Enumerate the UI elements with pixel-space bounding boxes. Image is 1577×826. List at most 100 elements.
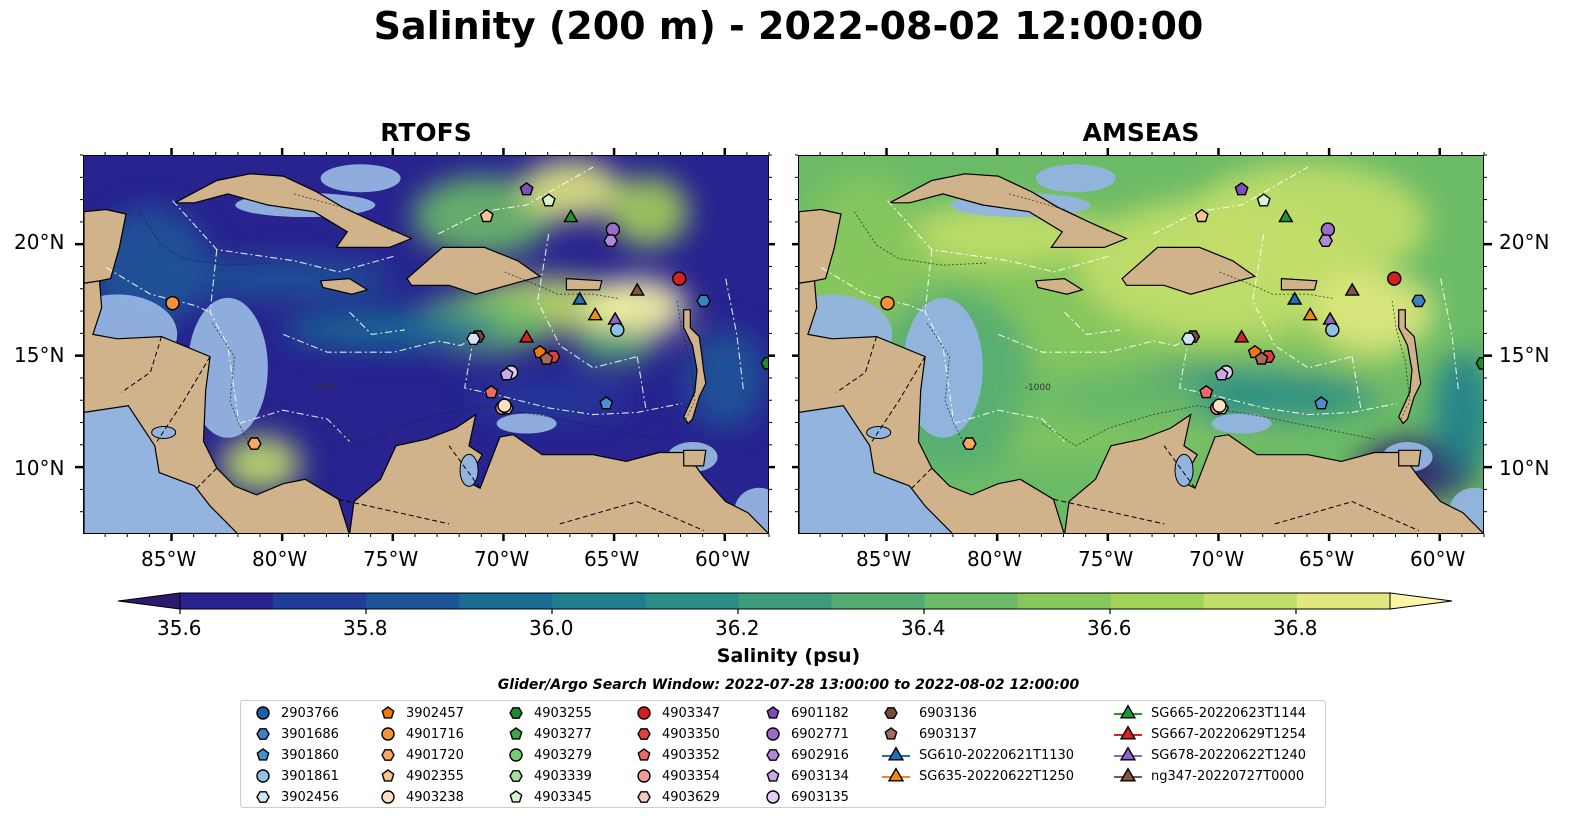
legend-hexagon [256,728,270,740]
legend-marker [637,769,651,783]
marker-triangle [587,306,603,321]
legend: 2903766 3901686 3901860 3901861 3902456 … [240,700,1326,808]
legend-marker [637,791,651,803]
marker-pentagon [541,193,556,207]
panel-title-amseas: AMSEAS [1082,118,1200,147]
marker-hexagon [1411,294,1426,308]
land-jamaica [1034,277,1084,295]
marker-SG665-20220623T1144 [1278,208,1294,223]
marker-hexagon [696,294,711,308]
map-rtofs[interactable]: -1000 [83,155,769,534]
land [799,173,1483,533]
legend-item: 6903137 [881,724,977,744]
legend-label: SG678-20220622T1240 [1151,747,1307,763]
legend-label: 6903135 [791,789,849,805]
marker-triangle [1286,291,1303,305]
pacific-ocean [799,405,953,533]
land-yucatan [799,208,842,284]
colorbar-bin [552,593,646,609]
legend-label: 4903352 [662,747,720,763]
marker-triangle [1278,208,1294,223]
legend-item: 6903134 [763,766,849,786]
legend-label: 4903629 [662,789,720,805]
marker-circle [1212,398,1227,413]
marker-4903255 [760,356,768,370]
legend-triangle [887,767,905,782]
marker-6903137 [539,351,554,365]
legend-marker [766,790,780,804]
marker-6903134 [1214,367,1229,381]
legend-item: 6901182 [763,703,849,723]
marker-4903345 [541,193,556,207]
land-jamaica [319,277,369,295]
marker-SG665-20220623T1144 [563,208,579,223]
legend-marker [766,706,780,719]
legend-label: 3901686 [281,726,339,742]
marker-6903134 [499,367,514,381]
colorbar [117,592,1453,614]
colorbar-label: Salinity (psu) [716,645,861,667]
legend-item: 4903354 [634,766,720,786]
marker-hexagon [962,437,977,450]
marker-circle [497,398,512,413]
figure-title: Salinity (200 m) - 2022-08-02 12:00:00 [373,4,1204,48]
country-borders [836,336,1419,531]
marker-triangle [571,291,588,305]
marker-circle [1325,322,1340,338]
land-yucatan [84,208,127,284]
legend-item: SG667-20220629T1254 [1113,724,1306,744]
legend-marker [256,706,270,720]
marker-ng347-20220727T0000 [1344,282,1360,296]
legend-marker [509,790,523,803]
marker-pentagon [484,384,499,399]
marker-triangle [1302,306,1318,321]
lon-label-80-left: 80°W [252,547,308,571]
legend-label: 3901860 [281,747,339,763]
legend-pentagon [637,748,651,761]
legend-item: 4902355 [378,766,464,786]
marker-pentagon [1199,384,1214,399]
legend-marker [1114,746,1142,761]
legend-triangle [887,746,905,761]
legend-triangle [1119,746,1137,761]
legend-label: 3902457 [406,705,464,721]
isobath-label: -1000 [310,383,336,393]
legend-hexagon [637,728,651,740]
legend-label: 2903766 [281,705,339,721]
isobath-1000m [138,193,696,447]
colorbar-bin [1110,593,1205,609]
legend-label: 4903354 [662,768,720,784]
legend-label: 4903350 [662,726,720,742]
legend-hexagon [256,791,270,803]
legend-triangle [1119,767,1137,782]
legend-label: ng347-20220727T0000 [1151,768,1305,784]
marker-hexagon [1181,332,1196,346]
legend-item: 4903339 [506,766,592,786]
legend-item: 4903347 [634,703,720,723]
marker-3901686 [1411,294,1426,308]
lon-label-65-right: 65°W [1299,547,1355,571]
legend-label: 4902355 [406,768,464,784]
marker-pentagon [499,367,514,381]
legend-circle [256,706,270,720]
legend-marker [256,791,270,803]
marker-6901182 [1234,182,1249,196]
lon-label-85-right: 85°W [856,547,912,571]
marker-6901182 [519,182,534,196]
legend-item: 4903238 [378,787,464,807]
map-amseas[interactable]: -1000 [798,155,1484,534]
colorbar-bin [180,593,274,609]
lon-label-75-right: 75°W [1078,547,1134,571]
legend-marker [381,769,395,782]
land-puertorico [565,277,603,291]
marker-3901860 [1314,396,1329,410]
marker-pentagon [1234,182,1249,196]
legend-pentagon [766,706,780,719]
legend-marker [766,727,780,741]
land-antilles [1398,309,1422,425]
colorbar-extend-low [117,592,181,610]
legend-item: 4903629 [634,787,720,807]
lon-label-60-right: 60°W [1410,547,1466,571]
legend-marker [637,748,651,761]
legend-pentagon [766,769,780,782]
